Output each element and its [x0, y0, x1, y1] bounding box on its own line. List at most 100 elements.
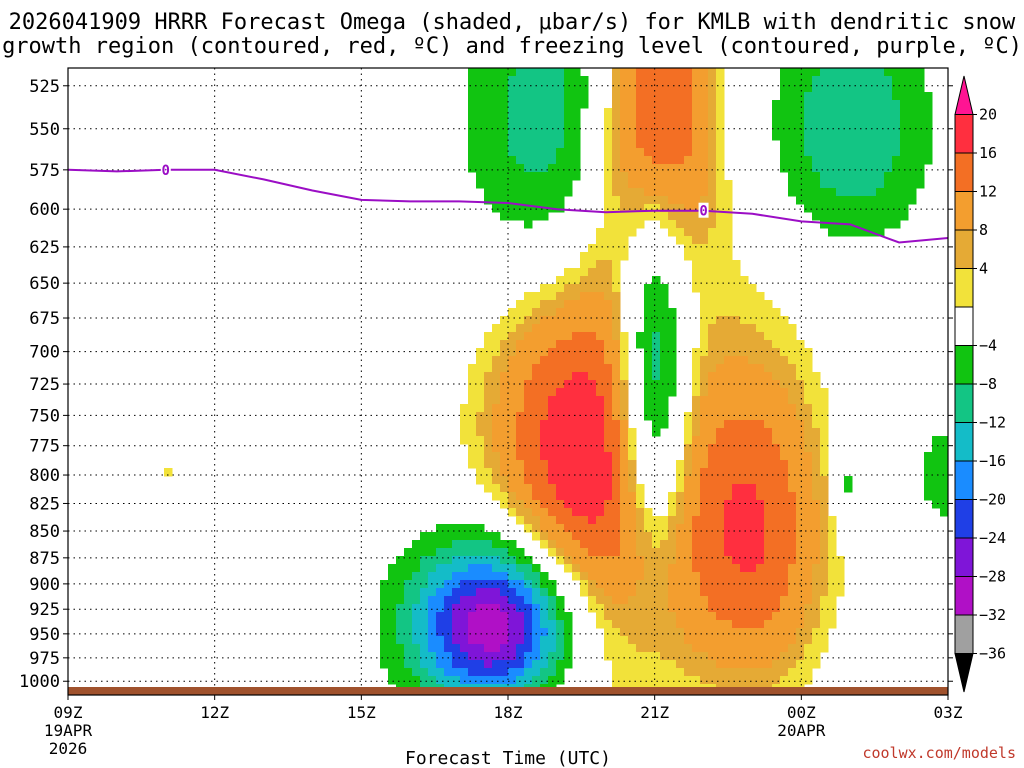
colorbar-label: 20 — [979, 106, 997, 124]
omega-cell — [772, 308, 781, 317]
omega-cell — [660, 204, 669, 213]
omega-cell — [436, 604, 445, 613]
omega-cell — [764, 620, 773, 629]
omega-cell — [548, 300, 557, 309]
omega-cell — [620, 636, 629, 645]
omega-cell — [764, 420, 773, 429]
omega-cell — [748, 604, 757, 613]
omega-cell — [804, 644, 813, 653]
omega-cell — [492, 156, 501, 165]
omega-cell — [804, 84, 813, 93]
omega-cell — [540, 68, 549, 77]
y-tick-label: 625 — [29, 238, 60, 258]
omega-cell — [644, 556, 653, 565]
omega-cell — [684, 612, 693, 621]
omega-cell — [604, 364, 613, 373]
omega-cell — [492, 116, 501, 125]
omega-cell — [596, 508, 605, 517]
omega-cell — [484, 588, 493, 597]
omega-cell — [620, 196, 629, 205]
omega-cell — [700, 388, 709, 397]
omega-cell — [484, 572, 493, 581]
omega-cell — [628, 516, 637, 525]
omega-cell — [508, 420, 517, 429]
omega-cell — [716, 532, 725, 541]
omega-cell — [652, 164, 661, 173]
omega-cell — [668, 316, 677, 325]
omega-cell — [748, 524, 757, 533]
omega-cell — [460, 628, 469, 637]
omega-cell — [556, 332, 565, 341]
omega-cell — [596, 228, 605, 237]
omega-cell — [532, 636, 541, 645]
omega-cell — [756, 380, 765, 389]
omega-cell — [716, 308, 725, 317]
omega-cell — [596, 548, 605, 557]
omega-cell — [876, 92, 885, 101]
omega-cell — [532, 436, 541, 445]
omega-cell — [724, 508, 733, 517]
omega-cell — [564, 92, 573, 101]
omega-cell — [604, 628, 613, 637]
omega-cell — [492, 452, 501, 461]
omega-cell — [844, 116, 853, 125]
omega-cell — [524, 492, 533, 501]
omega-cell — [620, 236, 629, 245]
omega-cell — [684, 628, 693, 637]
omega-cell — [548, 516, 557, 525]
omega-cell — [572, 148, 581, 157]
omega-cell — [700, 252, 709, 261]
omega-cell — [620, 460, 629, 469]
omega-cell — [540, 100, 549, 109]
omega-cell — [492, 492, 501, 501]
omega-cell — [548, 100, 557, 109]
omega-cell — [540, 596, 549, 605]
omega-cell — [692, 276, 701, 285]
omega-cell — [620, 428, 629, 437]
omega-cell — [612, 204, 621, 213]
omega-cell — [588, 284, 597, 293]
omega-cell — [676, 564, 685, 573]
omega-cell — [532, 468, 541, 477]
omega-cell — [668, 188, 677, 197]
omega-cell — [492, 340, 501, 349]
omega-cell — [500, 556, 509, 565]
omega-cell — [700, 356, 709, 365]
omega-cell — [660, 396, 669, 405]
omega-cell — [484, 140, 493, 149]
omega-cell — [684, 132, 693, 141]
omega-cell — [828, 76, 837, 85]
omega-cell — [604, 284, 613, 293]
omega-cell — [660, 628, 669, 637]
omega-cell — [788, 164, 797, 173]
omega-cell — [916, 156, 925, 165]
omega-cell — [812, 564, 821, 573]
omega-cell — [716, 420, 725, 429]
omega-cell — [772, 572, 781, 581]
omega-cell — [732, 596, 741, 605]
omega-cell — [556, 324, 565, 333]
omega-cell — [476, 460, 485, 469]
omega-cell — [876, 148, 885, 157]
omega-cell — [804, 620, 813, 629]
omega-cell — [724, 668, 733, 677]
omega-cell — [692, 116, 701, 125]
omega-cell — [484, 420, 493, 429]
omega-cell — [676, 508, 685, 517]
omega-cell — [500, 396, 509, 405]
omega-cell — [556, 196, 565, 205]
omega-cell — [612, 492, 621, 501]
omega-cell — [604, 228, 613, 237]
omega-cell — [436, 612, 445, 621]
omega-cell — [716, 636, 725, 645]
omega-cell — [628, 444, 637, 453]
omega-cell — [692, 524, 701, 533]
omega-cell — [932, 468, 941, 477]
omega-cell — [540, 92, 549, 101]
omega-cell — [796, 140, 805, 149]
omega-cell — [508, 540, 517, 549]
omega-cell — [548, 452, 557, 461]
omega-cell — [484, 404, 493, 413]
omega-cell — [724, 476, 733, 485]
omega-cell — [780, 436, 789, 445]
